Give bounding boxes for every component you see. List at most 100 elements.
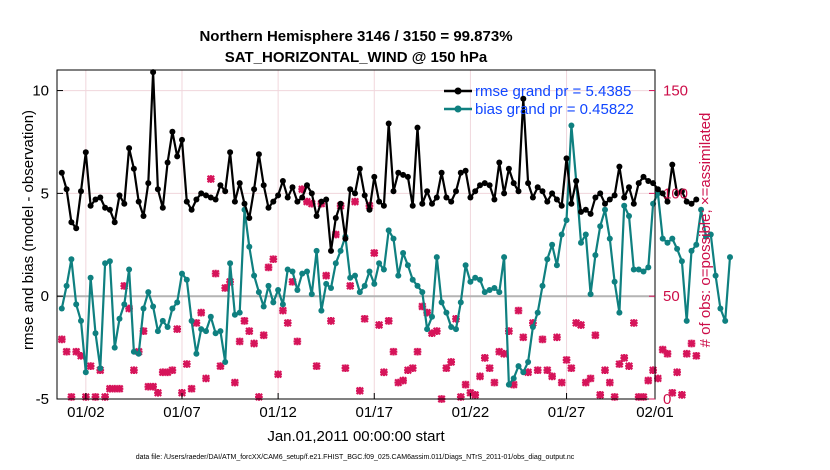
bias-point: [616, 310, 622, 316]
rmse-point: [367, 207, 373, 213]
obs-count-marker: [322, 272, 330, 280]
rmse-point: [592, 195, 598, 201]
bias-point: [304, 269, 310, 275]
obs-count-marker: [447, 358, 455, 366]
rmse-point: [424, 188, 430, 194]
rmse-point: [304, 182, 310, 188]
obs-count-marker: [269, 255, 277, 263]
bias-point: [193, 351, 199, 357]
obs-count-marker: [92, 393, 100, 401]
obs-count-marker: [596, 391, 604, 399]
rmse-point: [78, 188, 84, 194]
rmse-point: [525, 180, 531, 186]
rmse-point: [487, 182, 493, 188]
obs-count-marker: [154, 389, 162, 397]
obs-count-marker: [433, 327, 441, 335]
bias-point: [463, 262, 469, 268]
obs-count-marker: [265, 264, 273, 272]
rmse-point: [376, 199, 382, 205]
rmse-point: [189, 207, 195, 213]
x-tick-label: 01/02: [67, 404, 105, 421]
rmse-point: [83, 149, 89, 155]
obs-count-marker: [491, 379, 499, 387]
bias-point: [246, 244, 252, 250]
rmse-point: [371, 174, 377, 180]
bias-point: [83, 369, 89, 375]
bias-point: [612, 279, 618, 285]
rmse-point: [121, 201, 127, 207]
rmse-point: [362, 192, 368, 198]
bias-point: [64, 283, 70, 289]
bias-point: [477, 277, 483, 283]
bias-point: [227, 260, 233, 266]
bias-point: [88, 275, 94, 281]
x-tick-label: 01/07: [163, 404, 201, 421]
rmse-point: [328, 248, 334, 254]
bias-point: [400, 250, 406, 256]
bias-point: [535, 310, 541, 316]
rmse-point: [410, 203, 416, 209]
rmse-point: [222, 188, 228, 194]
obs-count-marker: [620, 354, 628, 362]
bias-point: [458, 299, 464, 305]
bias-point: [174, 299, 180, 305]
obs-count-marker: [212, 270, 220, 278]
obs-count-marker: [558, 379, 566, 387]
bias-point: [338, 248, 344, 254]
obs-count-marker: [202, 375, 210, 383]
bias-point: [208, 314, 214, 320]
obs-count-marker: [519, 333, 527, 341]
bias-point: [717, 306, 723, 312]
rmse-point: [68, 219, 74, 225]
bias-point: [203, 328, 209, 334]
left-y-tick-label: -5: [36, 391, 49, 408]
obs-count-marker: [313, 362, 321, 370]
legend-bias-marker: [455, 106, 462, 113]
chart-title-line1: Northern Hemisphere 3146 / 3150 = 99.873…: [199, 28, 512, 45]
obs-count-marker: [457, 393, 465, 401]
obs-count-marker: [481, 354, 489, 362]
bias-point: [424, 326, 430, 332]
obs-count-marker: [390, 348, 398, 356]
rmse-point: [530, 195, 536, 201]
bias-point: [357, 289, 363, 295]
bias-point: [592, 252, 598, 258]
obs-count-marker: [649, 366, 657, 374]
rmse-point: [323, 197, 329, 203]
x-tick-label: 01/17: [355, 404, 393, 421]
rmse-point: [333, 215, 339, 221]
obs-count-marker: [385, 317, 393, 325]
bias-point: [270, 299, 276, 305]
legend-rmse-marker: [455, 88, 462, 95]
bias-point: [294, 287, 300, 293]
rmse-point: [107, 207, 113, 213]
obs-count-marker: [673, 368, 681, 376]
bias-point: [391, 236, 397, 242]
rmse-point: [391, 188, 397, 194]
obs-count-marker: [245, 327, 253, 335]
obs-count-marker: [327, 317, 335, 325]
bias-point: [496, 289, 502, 295]
rmse-point: [511, 180, 517, 186]
x-tick-label: 01/22: [452, 404, 490, 421]
right-y-tick-label: 100: [663, 185, 688, 202]
rmse-point: [636, 180, 642, 186]
rmse-point: [434, 195, 440, 201]
rmse-point: [554, 197, 560, 203]
chart: Northern Hemisphere 3146 / 3150 = 99.873…: [0, 0, 830, 470]
rmse-point: [443, 195, 449, 201]
obs-count-marker: [68, 393, 76, 401]
rmse-point: [246, 215, 252, 221]
obs-count-marker: [207, 175, 215, 183]
rmse-point: [405, 174, 411, 180]
left-y-axis-label: rmse and bias (model - observation): [20, 110, 37, 350]
bias-point: [415, 283, 421, 289]
bias-point: [179, 271, 185, 277]
rmse-point: [415, 125, 421, 131]
rmse-point: [516, 188, 522, 194]
x-tick-label: 01/27: [548, 404, 586, 421]
rmse-point: [136, 199, 142, 205]
obs-count-marker: [284, 319, 292, 327]
obs-count-marker: [197, 309, 205, 317]
bias-point: [511, 375, 517, 381]
